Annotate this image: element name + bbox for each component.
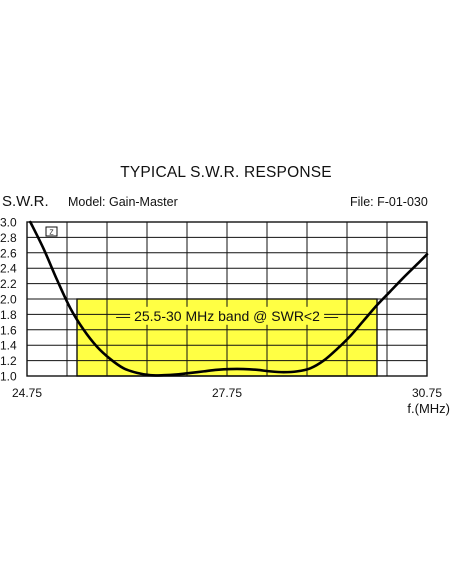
band-label-leader-left: — [116,308,130,324]
x-tick-label: 24.75 [12,386,42,400]
y-tick-label: 2.8 [0,231,17,245]
x-axis-label: f.(MHz) [407,401,450,416]
y-tick-label: 1.6 [0,323,17,337]
y-tick-label: 2.6 [0,246,17,260]
corner-mark-box [45,226,58,237]
chart-title: TYPICAL S.W.R. RESPONSE [120,164,332,181]
x-tick-label: 30.75 [412,386,442,400]
corner-mark: Z [45,226,58,237]
corner-mark-text: Z [49,230,54,237]
y-tick-label: 1.4 [0,339,17,353]
band-label-backing [130,306,325,325]
y-tick-label: 2.0 [0,293,17,307]
band-label: 25.5-30 MHz band @ SWR<2 [134,308,320,324]
plot-frame [26,221,428,377]
swr-curve [29,220,429,377]
y-tick-label: 2.4 [0,262,17,276]
model-label: Model: Gain-Master [68,195,178,209]
y-tick-label: 3.0 [0,216,17,230]
x-tick-label: 27.75 [212,386,242,400]
y-axis-label: S.W.R. [2,193,49,210]
band-label-leader-right: — [324,308,338,324]
y-tick-label: 1.2 [0,354,17,368]
x-tick-labels: 24.75 27.75 30.75 [12,386,442,400]
y-tick-label: 1.0 [0,370,17,384]
y-tick-label: 1.8 [0,308,17,322]
y-tick-label: 2.2 [0,277,17,291]
y-tick-labels: 3.02.82.6 2.42.2 2.01.81.6 1.41.2 1.0 [0,216,17,384]
file-label: File: F-01-030 [350,195,428,209]
